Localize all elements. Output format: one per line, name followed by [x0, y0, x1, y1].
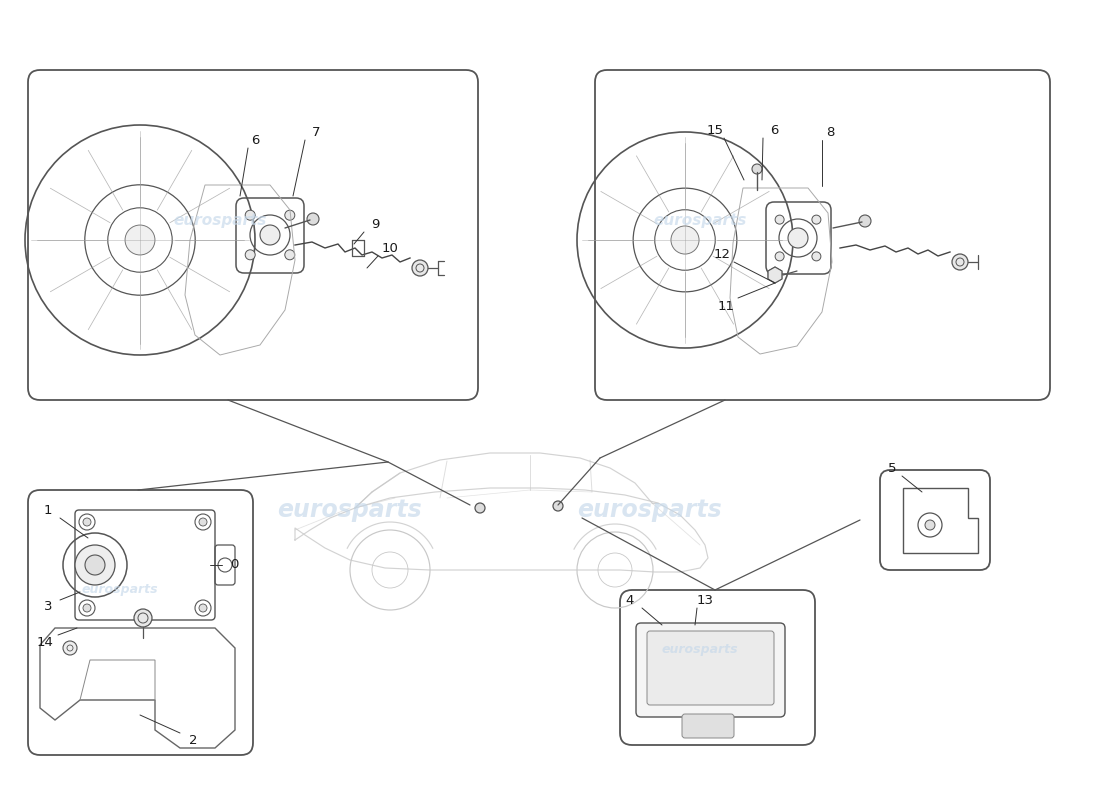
Text: 13: 13 — [696, 594, 714, 606]
Text: 4: 4 — [626, 594, 635, 606]
Circle shape — [63, 641, 77, 655]
FancyBboxPatch shape — [636, 623, 785, 717]
Circle shape — [553, 501, 563, 511]
Circle shape — [285, 250, 295, 260]
FancyBboxPatch shape — [647, 631, 774, 705]
Text: 8: 8 — [826, 126, 834, 138]
Text: eurosparts: eurosparts — [653, 213, 747, 227]
Circle shape — [85, 555, 104, 575]
Circle shape — [412, 260, 428, 276]
Circle shape — [75, 545, 116, 585]
Text: 2: 2 — [189, 734, 197, 746]
Text: 11: 11 — [717, 299, 735, 313]
Circle shape — [812, 252, 821, 261]
FancyBboxPatch shape — [682, 714, 734, 738]
Circle shape — [125, 225, 155, 255]
Circle shape — [245, 210, 255, 220]
Circle shape — [776, 215, 784, 224]
Text: 3: 3 — [44, 601, 53, 614]
Circle shape — [134, 609, 152, 627]
Text: 9: 9 — [371, 218, 380, 231]
Text: eurosparts: eurosparts — [174, 213, 266, 227]
Text: eurosparts: eurosparts — [578, 498, 723, 522]
Circle shape — [82, 604, 91, 612]
Circle shape — [475, 503, 485, 513]
Text: 6: 6 — [770, 123, 778, 137]
Circle shape — [952, 254, 968, 270]
Text: 15: 15 — [706, 123, 724, 137]
Text: eurosparts: eurosparts — [81, 583, 158, 597]
Text: 14: 14 — [36, 635, 54, 649]
Circle shape — [788, 228, 808, 248]
Text: eurosparts: eurosparts — [277, 498, 422, 522]
Circle shape — [812, 215, 821, 224]
Circle shape — [671, 226, 698, 254]
Text: 6: 6 — [251, 134, 260, 146]
Text: 1: 1 — [44, 503, 53, 517]
Circle shape — [245, 250, 255, 260]
Circle shape — [260, 225, 280, 245]
Text: 12: 12 — [714, 247, 730, 261]
Circle shape — [752, 164, 762, 174]
Circle shape — [925, 520, 935, 530]
Text: eurosparts: eurosparts — [662, 643, 738, 657]
Circle shape — [82, 518, 91, 526]
Circle shape — [307, 213, 319, 225]
Circle shape — [776, 252, 784, 261]
Circle shape — [859, 215, 871, 227]
Text: 5: 5 — [888, 462, 896, 474]
Circle shape — [285, 210, 295, 220]
Text: 10: 10 — [382, 242, 398, 255]
Circle shape — [199, 604, 207, 612]
Text: 0: 0 — [230, 558, 239, 571]
Text: 7: 7 — [311, 126, 320, 138]
Circle shape — [199, 518, 207, 526]
